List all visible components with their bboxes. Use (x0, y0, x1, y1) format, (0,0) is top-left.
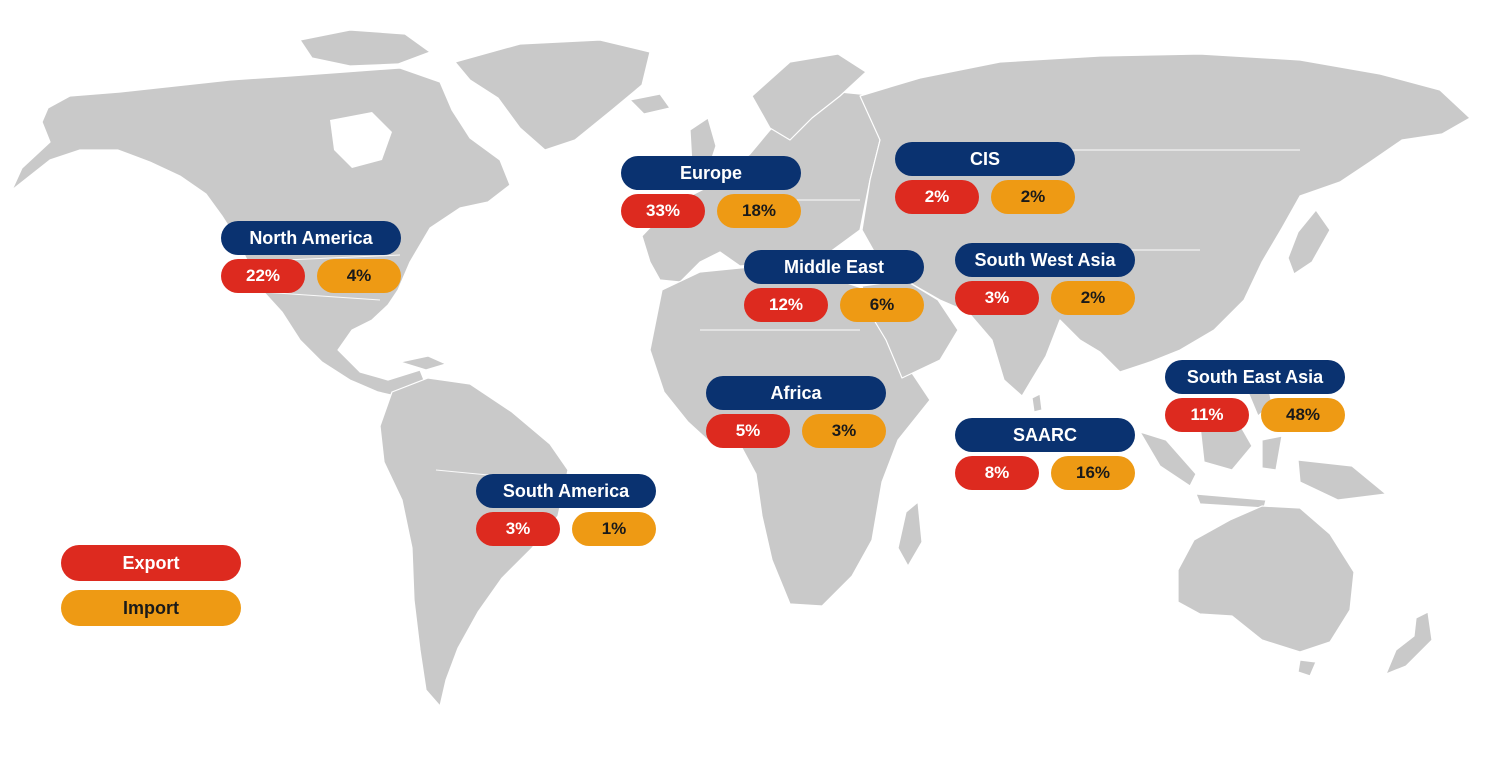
sumatra-landmass (1139, 431, 1197, 487)
import-value-badge: 48% (1261, 398, 1345, 432)
iceland-landmass (629, 93, 671, 115)
australia-landmass (1177, 505, 1355, 653)
region-north-america: North America 22% 4% (221, 221, 401, 293)
region-europe: Europe 33% 18% (621, 156, 801, 228)
region-name-label: South America (476, 474, 656, 508)
tasmania-landmass (1297, 659, 1317, 677)
region-saarc: SAARC 8% 16% (955, 418, 1135, 490)
sri-lanka-landmass (1031, 393, 1043, 413)
java-landmass (1195, 493, 1267, 509)
region-name-label: Middle East (744, 250, 924, 284)
sulawesi-landmass (1261, 435, 1283, 471)
south-america-landmass (379, 377, 569, 707)
import-value-badge: 18% (717, 194, 801, 228)
new-zealand-landmass (1385, 611, 1433, 675)
export-value-badge: 5% (706, 414, 790, 448)
region-name-label: SAARC (955, 418, 1135, 452)
region-south-america: South America 3% 1% (476, 474, 656, 546)
region-name-label: Europe (621, 156, 801, 190)
import-value-badge: 6% (840, 288, 924, 322)
region-middle-east: Middle East 12% 6% (744, 250, 924, 322)
import-value-badge: 3% (802, 414, 886, 448)
caribbean-islands-landmass (399, 355, 447, 371)
legend-import: Import (61, 590, 241, 626)
arctic-islands-landmass (299, 29, 431, 67)
region-cis: CIS 2% 2% (895, 142, 1075, 214)
export-value-badge: 8% (955, 456, 1039, 490)
import-value-badge: 1% (572, 512, 656, 546)
japan-landmass (1287, 209, 1331, 275)
region-name-label: South West Asia (955, 243, 1135, 277)
scandinavia-landmass (751, 53, 867, 141)
madagascar-landmass (897, 501, 923, 567)
region-name-label: Africa (706, 376, 886, 410)
import-value-badge: 2% (1051, 281, 1135, 315)
export-value-badge: 22% (221, 259, 305, 293)
import-value-badge: 16% (1051, 456, 1135, 490)
import-value-badge: 2% (991, 180, 1075, 214)
export-value-badge: 3% (955, 281, 1039, 315)
region-south-west-asia: South West Asia 3% 2% (955, 243, 1135, 315)
import-value-badge: 4% (317, 259, 401, 293)
region-south-east-asia: South East Asia 11% 48% (1165, 360, 1345, 432)
region-name-label: South East Asia (1165, 360, 1345, 394)
region-name-label: CIS (895, 142, 1075, 176)
export-value-badge: 11% (1165, 398, 1249, 432)
export-value-badge: 2% (895, 180, 979, 214)
new-guinea-landmass (1297, 459, 1387, 501)
asia-landmass (859, 53, 1471, 397)
export-value-badge: 33% (621, 194, 705, 228)
legend-export: Export (61, 545, 241, 581)
greenland-landmass (454, 39, 651, 151)
region-name-label: North America (221, 221, 401, 255)
export-value-badge: 3% (476, 512, 560, 546)
region-africa: Africa 5% 3% (706, 376, 886, 448)
export-value-badge: 12% (744, 288, 828, 322)
